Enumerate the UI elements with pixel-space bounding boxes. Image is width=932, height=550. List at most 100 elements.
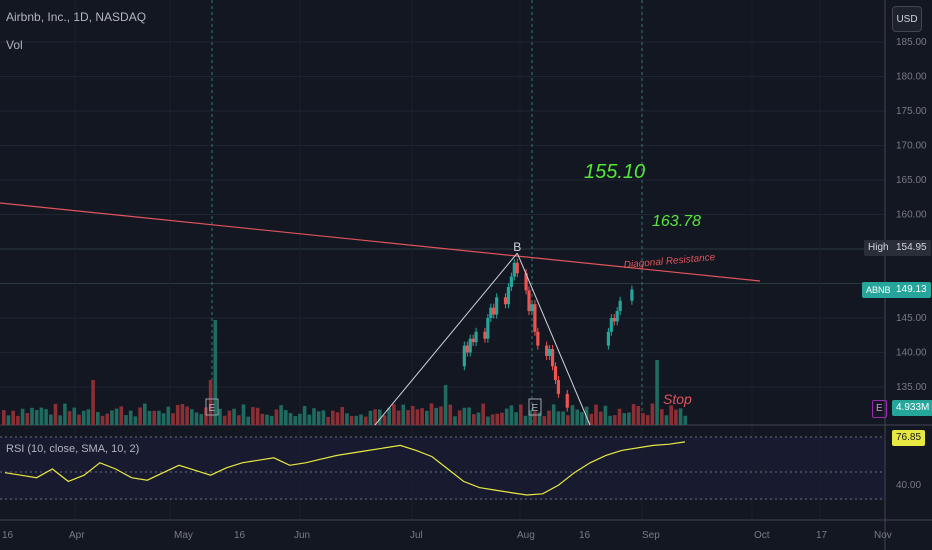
volume-bar bbox=[608, 415, 612, 425]
volume-bar bbox=[603, 405, 608, 425]
volume-bar bbox=[683, 415, 688, 425]
volume-bar bbox=[551, 404, 556, 425]
volume-bar bbox=[152, 410, 156, 425]
volume-bar bbox=[429, 403, 434, 425]
volume-bars bbox=[2, 320, 688, 425]
volume-bar bbox=[655, 360, 659, 425]
volume-bar bbox=[208, 380, 213, 425]
price-tick-label: 135.00 bbox=[896, 382, 927, 393]
volume-bar bbox=[641, 413, 645, 425]
stop-label: Stop bbox=[663, 391, 692, 407]
candle bbox=[565, 393, 569, 408]
volume-bar bbox=[326, 416, 330, 425]
volume-bar bbox=[321, 410, 326, 425]
volume-bar bbox=[561, 411, 565, 425]
volume-bar bbox=[171, 413, 175, 425]
volume-bar bbox=[72, 407, 77, 425]
volume-bar bbox=[138, 407, 142, 425]
volume-bar bbox=[514, 412, 518, 425]
volume-bar bbox=[467, 407, 471, 425]
candle bbox=[486, 318, 490, 339]
volume-bar bbox=[580, 412, 584, 425]
pattern-point-label: B bbox=[513, 240, 521, 254]
volume-bar bbox=[157, 410, 161, 425]
volume-bar bbox=[495, 413, 500, 425]
volume-bar bbox=[302, 405, 307, 425]
volume-bar bbox=[105, 413, 109, 425]
cycle-lines bbox=[211, 0, 643, 425]
volume-bar bbox=[500, 412, 504, 425]
price-tick-label: 140.00 bbox=[896, 348, 927, 359]
volume-bar bbox=[547, 410, 551, 425]
volume-bar bbox=[589, 413, 594, 425]
volume-bar bbox=[190, 409, 194, 425]
currency-button[interactable]: USD bbox=[892, 6, 922, 32]
volume-bar bbox=[594, 404, 598, 425]
volume-bar bbox=[128, 410, 133, 425]
volume-bar bbox=[274, 409, 279, 425]
axes: 185.00 180.00 175.00 170.00 165.00 160.00 145.… bbox=[2, 37, 927, 541]
volume-bar bbox=[161, 413, 166, 425]
volume-bar bbox=[481, 403, 485, 425]
candle bbox=[545, 345, 549, 356]
volume-bar bbox=[566, 415, 570, 425]
volume-bar bbox=[63, 403, 67, 425]
volume-bar bbox=[255, 407, 260, 425]
volume-bar bbox=[678, 408, 683, 425]
rsi-line bbox=[4, 441, 686, 496]
price-tick-label: 170.00 bbox=[896, 141, 927, 152]
volume-bar bbox=[6, 415, 11, 425]
volume-bar bbox=[453, 416, 457, 425]
volume-bar bbox=[392, 404, 396, 425]
volume-bar bbox=[67, 411, 72, 425]
volume-bar bbox=[349, 415, 354, 425]
volume-bar bbox=[312, 408, 316, 425]
volume-bar bbox=[354, 415, 359, 425]
volume-bar bbox=[368, 410, 373, 425]
volume-bar bbox=[96, 412, 100, 425]
candle bbox=[556, 380, 561, 394]
volume-bar bbox=[232, 408, 236, 425]
volume-bar bbox=[448, 404, 453, 425]
volume-bar bbox=[175, 404, 180, 425]
volume-bar bbox=[269, 415, 274, 425]
volume-bar bbox=[537, 412, 542, 425]
volume-bar bbox=[53, 403, 58, 425]
volume-bar bbox=[425, 410, 429, 425]
volume-bar bbox=[39, 407, 44, 425]
volume-bar bbox=[556, 411, 561, 425]
candle bbox=[489, 307, 493, 318]
candle bbox=[524, 273, 528, 291]
time-tick-label: Aug bbox=[517, 530, 535, 541]
volume-bar bbox=[20, 408, 25, 425]
volume-bar bbox=[420, 408, 424, 425]
candle bbox=[615, 311, 619, 322]
volume-bar bbox=[575, 409, 579, 425]
volume-bar bbox=[204, 407, 208, 425]
candle bbox=[533, 304, 537, 332]
time-tick-label: 17 bbox=[816, 530, 828, 541]
price-pane-bg bbox=[0, 0, 885, 425]
candle bbox=[503, 297, 508, 305]
time-tick-label: Oct bbox=[754, 530, 770, 541]
volume-bar bbox=[598, 411, 603, 425]
time-tick-label: 16 bbox=[2, 530, 14, 541]
volume-bar bbox=[246, 416, 250, 425]
volume-bar bbox=[133, 416, 138, 425]
volume-bar bbox=[669, 405, 673, 425]
volume-bar bbox=[307, 414, 312, 425]
chart-title: Airbnb, Inc., 1D, NASDAQ bbox=[6, 10, 147, 24]
volume-bar bbox=[199, 413, 203, 425]
volume-bar bbox=[251, 407, 255, 425]
volume-bar bbox=[613, 415, 617, 425]
last-price: 149.13 bbox=[892, 282, 931, 298]
volume-bar bbox=[237, 415, 241, 425]
volume-bar bbox=[645, 415, 650, 425]
candle bbox=[465, 345, 469, 353]
volume-bar bbox=[44, 409, 48, 425]
volume-bar bbox=[631, 404, 636, 425]
candle bbox=[492, 307, 496, 315]
rsi-tick-label: 40.00 bbox=[896, 480, 921, 491]
